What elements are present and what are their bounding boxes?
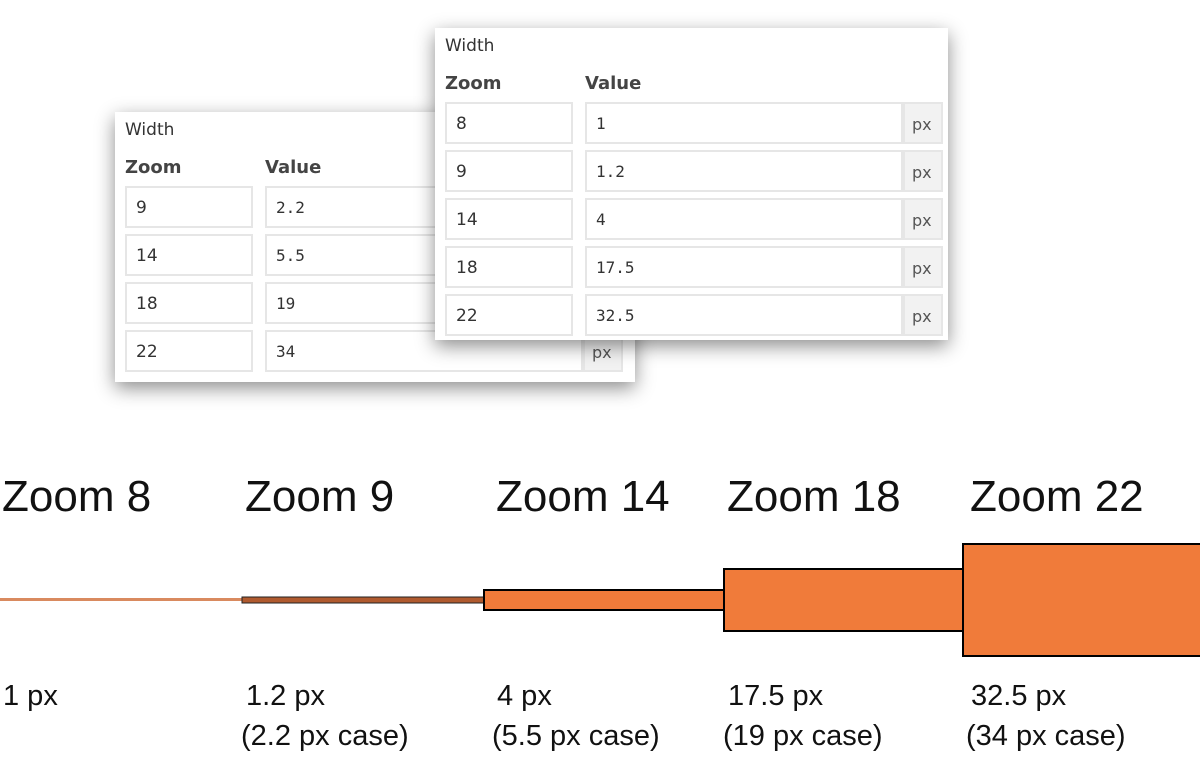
segment (723, 568, 964, 632)
zoom-cell: 9 (125, 186, 253, 228)
zoom-label: Zoom 14 (496, 472, 670, 521)
column-header: Value (585, 73, 642, 94)
panel-title: Width (125, 120, 175, 140)
zoom-cell: 22 (445, 294, 573, 336)
column-header: Zoom (125, 157, 182, 178)
column-header: Zoom (445, 73, 502, 94)
case-note: (19 px case) (723, 720, 883, 752)
zoom-label: Zoom 9 (245, 472, 395, 521)
width-label: 1.2 px (246, 680, 325, 712)
segment (962, 543, 1200, 657)
zoom-cell: 22 (125, 330, 253, 372)
zoom-label: Zoom 18 (727, 472, 901, 521)
unit-label: px (903, 294, 943, 336)
case-note: (2.2 px case) (241, 720, 409, 752)
unit-label: px (903, 102, 943, 144)
column-header: Value (265, 157, 322, 178)
width-label: 4 px (497, 680, 552, 712)
zoom-cell: 18 (445, 246, 573, 288)
zoom-cell: 14 (445, 198, 573, 240)
zoom-cell: 18 (125, 282, 253, 324)
value-input: 4 (585, 198, 903, 240)
table-panel: Width Zoom Value 8 1 px 9 1.2 px 14 4 px 18 17.5 px 22 3… (435, 28, 948, 340)
zoom-cell: 14 (125, 234, 253, 276)
width-label: 17.5 px (728, 680, 824, 712)
zoom-label: Zoom 8 (2, 472, 152, 521)
case-note: (34 px case) (966, 720, 1126, 752)
zoom-label: Zoom 22 (970, 472, 1144, 521)
value-input: 1 (585, 102, 903, 144)
width-label: 1 px (3, 680, 58, 712)
segment (483, 589, 725, 611)
unit-label: px (903, 246, 943, 288)
unit-label: px (903, 198, 943, 240)
value-input: 17.5 (585, 246, 903, 288)
panel-title: Width (445, 36, 495, 56)
segment (0, 598, 242, 601)
value-input: 1.2 (585, 150, 903, 192)
value-input: 32.5 (585, 294, 903, 336)
zoom-cell: 9 (445, 150, 573, 192)
width-label: 32.5 px (971, 680, 1067, 712)
unit-label: px (903, 150, 943, 192)
segment (241, 596, 485, 604)
zoom-cell: 8 (445, 102, 573, 144)
case-note: (5.5 px case) (492, 720, 660, 752)
